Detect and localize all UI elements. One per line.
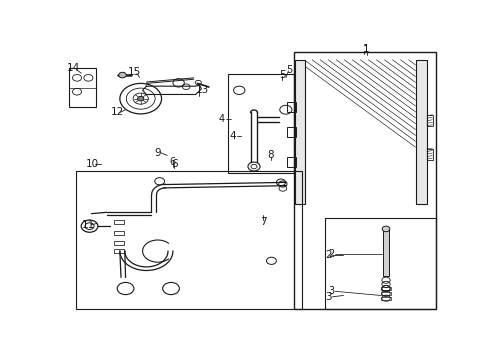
Bar [287, 102, 295, 112]
Text: 1: 1 [362, 44, 368, 54]
Text: 8: 8 [267, 150, 274, 161]
Text: 3: 3 [327, 286, 334, 296]
Text: 4: 4 [229, 131, 236, 141]
Bar [114, 231, 123, 235]
Text: 6: 6 [171, 159, 177, 169]
Bar [69, 68, 96, 107]
Bar [114, 220, 123, 224]
Text: 12: 12 [110, 108, 123, 117]
Circle shape [138, 96, 143, 101]
Text: 9: 9 [154, 148, 160, 158]
Circle shape [382, 226, 389, 232]
Bar [287, 127, 295, 137]
Text: 1: 1 [362, 45, 368, 55]
Text: 11: 11 [82, 220, 95, 230]
Bar [426, 149, 431, 159]
Bar [295, 60, 304, 204]
Text: 4: 4 [218, 114, 224, 123]
Text: 5: 5 [286, 64, 292, 75]
Bar [381, 297, 390, 300]
Text: 2: 2 [327, 249, 334, 259]
Bar [227, 74, 294, 174]
Text: 5: 5 [279, 70, 285, 80]
Bar [426, 115, 431, 126]
Bar [76, 171, 301, 309]
Text: 6: 6 [169, 157, 175, 167]
Bar [381, 292, 390, 295]
Bar [294, 51, 435, 309]
Bar [287, 157, 295, 167]
Circle shape [119, 72, 126, 78]
Text: 13: 13 [195, 85, 208, 95]
Text: 7: 7 [260, 217, 266, 227]
Text: 14: 14 [67, 63, 80, 73]
Bar [114, 249, 123, 253]
Bar [415, 60, 426, 204]
Bar [381, 287, 390, 290]
Text: 15: 15 [127, 67, 141, 77]
Bar [114, 240, 123, 245]
Text: 3: 3 [325, 292, 331, 302]
Bar [324, 218, 435, 309]
Text: 10: 10 [85, 159, 99, 169]
Text: 2: 2 [325, 250, 331, 260]
Bar [382, 229, 388, 276]
